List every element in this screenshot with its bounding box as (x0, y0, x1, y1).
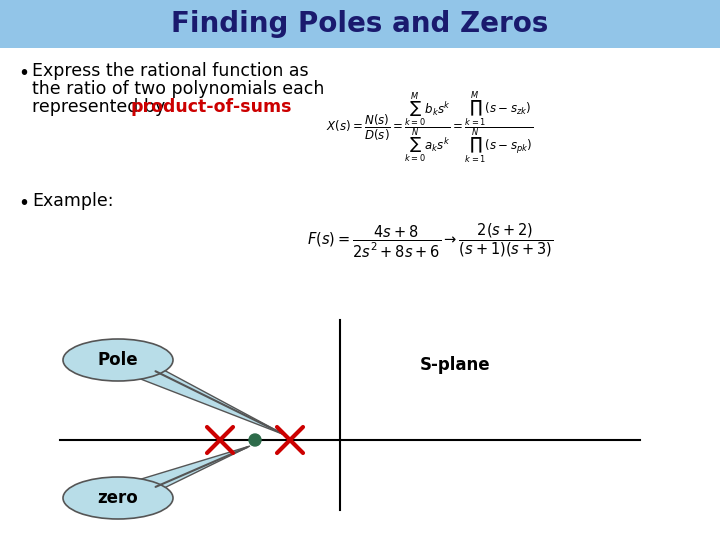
Text: Express the rational function as: Express the rational function as (32, 62, 309, 80)
Text: S-plane: S-plane (420, 356, 490, 374)
Bar (0, 0, 720, 48)
Text: •: • (18, 64, 29, 83)
Text: zero: zero (98, 489, 138, 507)
Text: Finding Poles and Zeros: Finding Poles and Zeros (171, 10, 549, 38)
Ellipse shape (63, 477, 173, 519)
Polygon shape (138, 368, 285, 435)
Text: •: • (18, 194, 29, 213)
Ellipse shape (63, 339, 173, 381)
Text: Example:: Example: (32, 192, 114, 210)
Polygon shape (138, 446, 250, 490)
Text: Pole: Pole (98, 351, 138, 369)
Text: the ratio of two polynomials each: the ratio of two polynomials each (32, 80, 325, 98)
Circle shape (249, 434, 261, 446)
Text: $F(s) = \dfrac{4s+8}{2s^2+8s+6} \rightarrow \dfrac{2(s+2)}{(s+1)(s+3)}$: $F(s) = \dfrac{4s+8}{2s^2+8s+6} \rightar… (307, 221, 553, 259)
Text: $X(s) = \dfrac{N(s)}{D(s)} = \dfrac{\sum_{k=0}^{M} b_k s^k}{\sum_{k=0}^{N} a_k s: $X(s) = \dfrac{N(s)}{D(s)} = \dfrac{\sum… (326, 90, 534, 166)
Text: represented by: represented by (32, 98, 171, 116)
Text: product-of-sums: product-of-sums (130, 98, 292, 116)
